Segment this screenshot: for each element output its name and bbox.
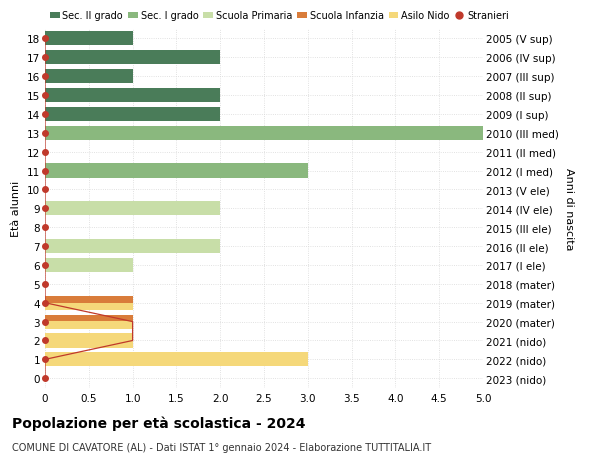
Bar [45, 51, 220, 65]
Bar [45, 303, 133, 311]
Bar [45, 240, 220, 253]
Bar [45, 126, 483, 140]
Bar [45, 164, 308, 178]
Bar [45, 89, 220, 103]
Bar [45, 107, 220, 122]
Text: Popolazione per età scolastica - 2024: Popolazione per età scolastica - 2024 [12, 415, 305, 430]
Bar [45, 315, 133, 329]
Text: COMUNE DI CAVATORE (AL) - Dati ISTAT 1° gennaio 2024 - Elaborazione TUTTITALIA.I: COMUNE DI CAVATORE (AL) - Dati ISTAT 1° … [12, 442, 431, 452]
Bar [45, 322, 133, 330]
Bar [45, 258, 133, 273]
Bar [45, 32, 133, 46]
Bar [45, 70, 133, 84]
Legend: Sec. II grado, Sec. I grado, Scuola Primaria, Scuola Infanzia, Asilo Nido, Stran: Sec. II grado, Sec. I grado, Scuola Prim… [50, 11, 509, 22]
Bar [45, 353, 308, 367]
Y-axis label: Età alunni: Età alunni [11, 181, 22, 237]
Bar [45, 296, 133, 310]
Bar [45, 334, 133, 348]
Bar [45, 202, 220, 216]
Y-axis label: Anni di nascita: Anni di nascita [564, 168, 574, 250]
